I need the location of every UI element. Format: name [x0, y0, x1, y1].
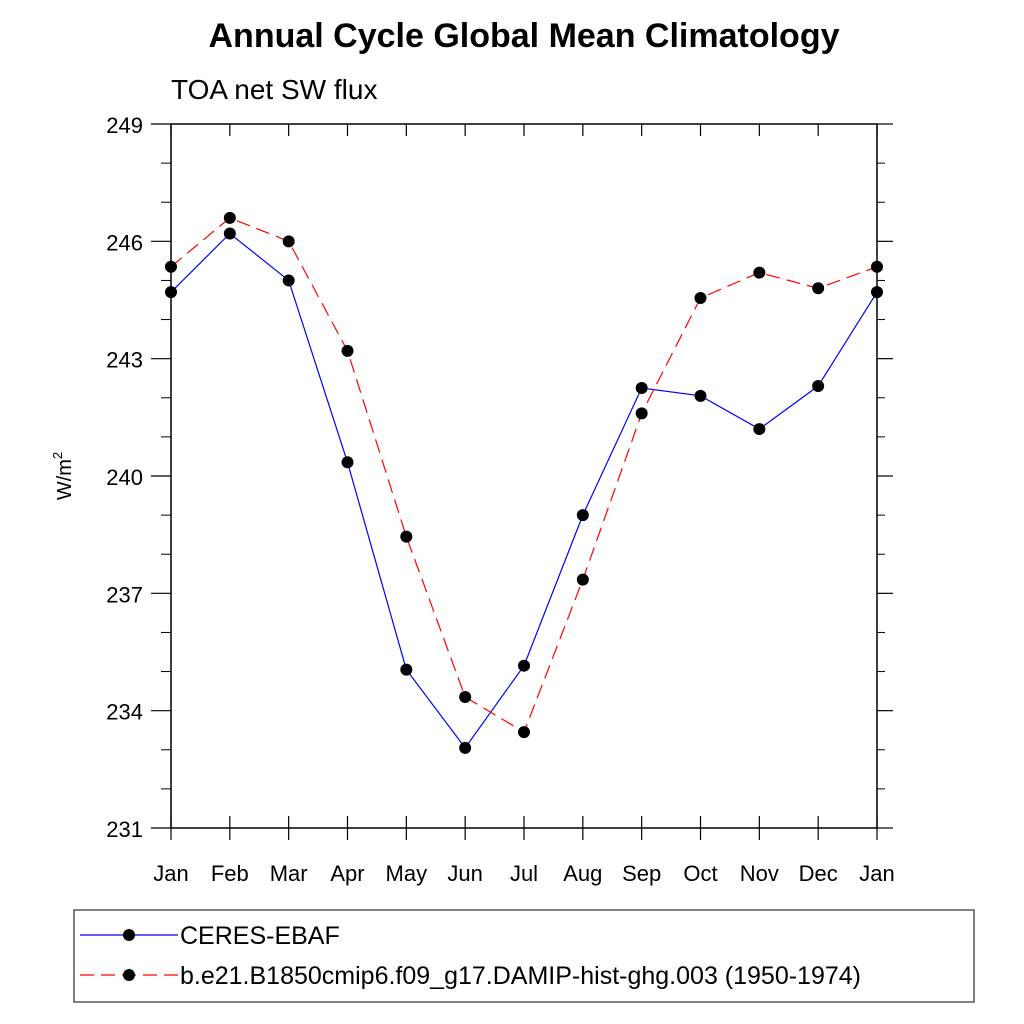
x-tick-label: Feb	[211, 861, 249, 886]
series-0-point	[518, 659, 530, 672]
y-axis-label: W/m2	[50, 452, 76, 500]
series-1-point	[635, 407, 648, 420]
legend-label-1: b.e21.B1850cmip6.f09_g17.DAMIP-hist-ghg.…	[180, 962, 861, 990]
series-0-point	[223, 227, 236, 240]
series-0-point	[694, 389, 707, 402]
series-0-point	[812, 380, 825, 393]
series-1-point	[812, 282, 825, 295]
legend-box	[73, 909, 975, 1003]
series-0-point	[459, 741, 472, 754]
x-tick-label: Jan	[859, 861, 894, 886]
x-tick-label: Sep	[622, 861, 661, 886]
y-axis-label-superscript: 2	[50, 452, 65, 459]
series-0-point	[753, 423, 766, 436]
x-tick-label: May	[386, 861, 428, 886]
y-tick-label: 234	[106, 700, 143, 725]
chart-title: Annual Cycle Global Mean Climatology	[209, 17, 840, 55]
series-0-point	[341, 456, 354, 469]
series-1-point	[753, 266, 766, 279]
x-tick-label: Nov	[740, 861, 779, 886]
plot-frame	[170, 123, 878, 829]
x-tick-label: Jun	[447, 861, 482, 886]
y-axis-label-main: W/m	[54, 459, 76, 500]
chart-subtitle: TOA net SW flux	[171, 74, 377, 105]
legend-marker-0	[123, 929, 135, 941]
legend-label-0: CERES-EBAF	[180, 922, 340, 950]
series-0-point	[282, 274, 295, 287]
series-0-point	[576, 509, 589, 522]
axes: Jan Feb Mar Apr May Jun Jul Aug Sep Oct Nov Dec Jan 2…	[106, 113, 894, 886]
series-1-point	[400, 530, 413, 543]
x-tick-label: Dec	[799, 861, 838, 886]
x-tick-label: Aug	[563, 861, 602, 886]
series-0-point	[400, 663, 413, 676]
y-tick-label: 246	[106, 230, 143, 255]
series-1-point	[576, 573, 589, 586]
x-tick-label: Jul	[510, 861, 538, 886]
x-tick-label: Oct	[683, 861, 717, 886]
series-1-point	[694, 292, 707, 305]
y-tick-label: 240	[106, 465, 143, 490]
series-1-point	[518, 726, 530, 739]
y-tick-label: 231	[106, 817, 143, 842]
legend: CERES-EBAF b.e21.B1850cmip6.f09_g17.DAMIP…	[80, 922, 861, 990]
series-1-point	[341, 344, 354, 357]
series-0-point	[635, 382, 648, 394]
y-tick-label: 237	[106, 582, 143, 607]
legend-marker-1	[123, 969, 135, 981]
x-tick-label: Apr	[330, 861, 364, 886]
series-1-point	[459, 690, 472, 703]
plot-area	[165, 211, 883, 754]
series-1-point	[282, 235, 295, 248]
y-tick-label: 249	[106, 113, 143, 138]
series-1-point	[223, 211, 236, 224]
x-tick-label: Mar	[270, 861, 308, 886]
y-tick-label: 243	[106, 348, 143, 373]
x-tick-label: Jan	[153, 861, 188, 886]
series-line-1	[170, 217, 878, 734]
